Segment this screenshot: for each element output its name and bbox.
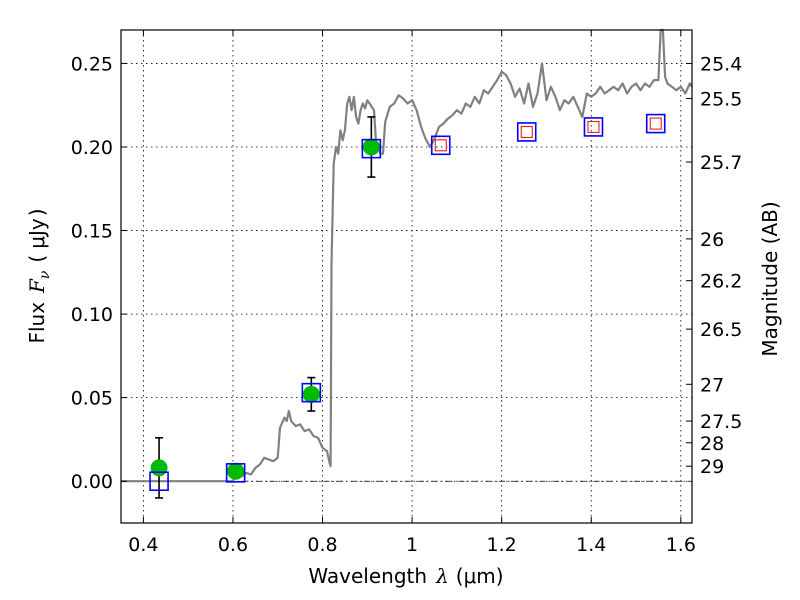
x-tick-label: 0.8 [307,534,337,556]
y-tick-label: 0.05 [71,388,113,410]
y-tick-label: 0.00 [71,471,113,493]
y-axis-label: FluxFν(μJy) [25,208,53,343]
model-box [645,113,666,134]
x-tick-label: 1.2 [487,534,517,556]
model-box [225,463,246,483]
upper-limit-box [520,125,533,138]
x-axis-ticks: 0.4 0.6 0.8 1 1.2 1.4 1.6 [128,30,696,556]
upper-limit-box [649,117,662,130]
observed-points [150,138,380,480]
upper-limit-boxes [434,117,662,152]
x-tick-label: 1.6 [666,534,696,556]
y2-tick-label: 28 [700,433,724,455]
observed-point [302,385,320,403]
model-box [583,117,604,137]
upper-limit-box [434,139,447,152]
y2-tick-label: 29 [700,456,724,478]
y-axis-ticks: 0.00 0.05 0.10 0.15 0.20 0.25 [71,53,127,493]
model-box [361,138,382,159]
y2-tick-label: 27 [700,374,724,396]
y2-tick-label: 25.7 [700,152,742,174]
y2-axis-label: Magnitude (AB) [758,201,782,356]
model-box [516,122,537,142]
y-tick-label: 0.10 [71,304,113,326]
y2-tick-label: 26.5 [700,319,742,341]
model-box [430,135,451,156]
x-tick-label: 1.4 [576,534,606,556]
upper-limit-box [587,120,600,133]
model-box [149,471,169,492]
y2-tick-label: 26 [700,229,724,251]
plot-frame [120,29,693,524]
observed-point [362,138,380,156]
grid-lines [121,30,692,523]
y2-tick-label: 25.5 [700,89,742,111]
x-tick-label: 0.4 [128,534,158,556]
model-boxes [149,113,666,492]
y-tick-label: 0.25 [71,53,113,75]
y2-tick-label: 25.4 [700,53,742,75]
y-tick-label: 0.20 [71,137,113,159]
x-tick-label: 1 [406,534,418,556]
x-tick-label: 0.6 [218,534,248,556]
model-box [301,382,322,403]
observed-point [227,462,245,480]
observed-point [150,459,168,477]
y-tick-label: 0.15 [71,221,113,243]
y2-tick-label: 26.2 [700,271,742,293]
y2-tick-label: 27.5 [700,411,742,433]
error-bars [155,116,376,499]
model-spectrum-line [121,28,693,483]
x-axis-label: Wavelength λ (μm) [308,564,503,588]
